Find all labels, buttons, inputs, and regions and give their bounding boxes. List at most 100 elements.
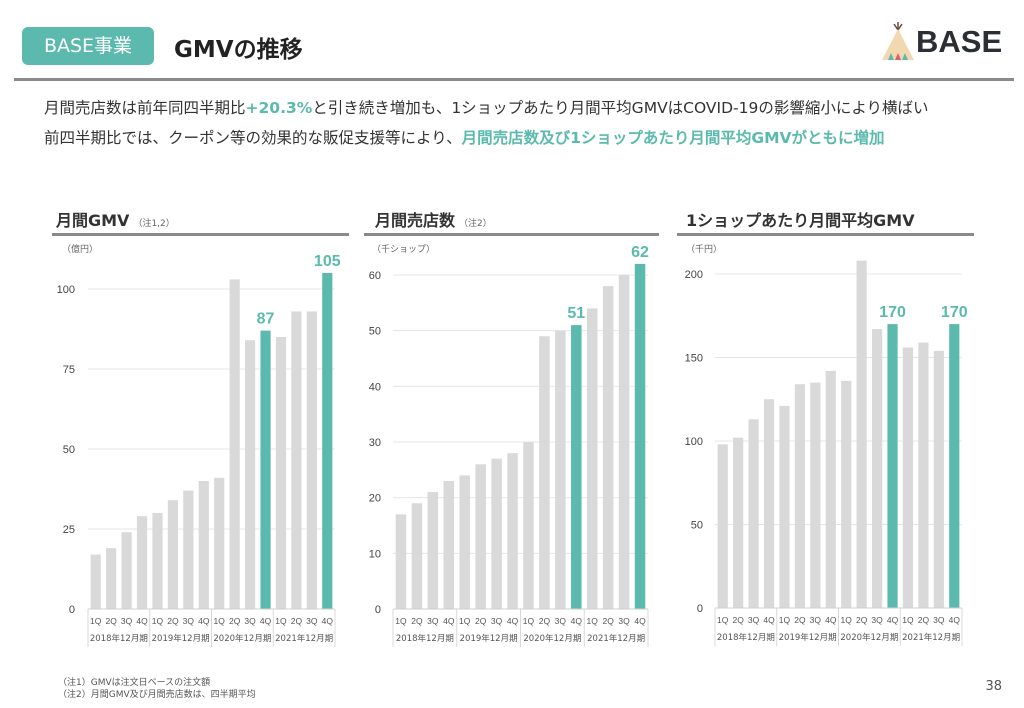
x-tick-label: 4Q bbox=[198, 616, 210, 626]
bar bbox=[121, 532, 132, 609]
y-tick-label: 75 bbox=[63, 364, 75, 376]
bar bbox=[90, 554, 101, 609]
bar bbox=[794, 384, 806, 608]
x-tick-label: 4Q bbox=[763, 615, 775, 625]
bar bbox=[555, 330, 566, 609]
logo-text: BASE bbox=[916, 24, 1003, 59]
x-group-label: 2020年12月期 bbox=[523, 633, 581, 644]
bar bbox=[918, 342, 929, 608]
bar bbox=[717, 444, 728, 608]
y-tick-label: 50 bbox=[63, 444, 75, 456]
data-label: 87 bbox=[257, 311, 275, 328]
bar bbox=[949, 324, 960, 608]
x-tick-label: 2Q bbox=[794, 615, 806, 625]
x-group-label: 2021年12月期 bbox=[275, 633, 333, 644]
x-tick-label: 1Q bbox=[90, 616, 102, 626]
x-group-label: 2020年12月期 bbox=[840, 632, 898, 643]
x-group-label: 2020年12月期 bbox=[213, 633, 271, 644]
bar bbox=[475, 464, 486, 609]
bar bbox=[763, 399, 775, 608]
x-tick-label: 2Q bbox=[602, 616, 614, 626]
y-tick-label: 40 bbox=[369, 381, 381, 393]
footnote-2: （注2）月間GMV及び月間売店数は、四半期平均 bbox=[58, 690, 256, 700]
y-tick-label: 50 bbox=[691, 520, 703, 532]
chart-title-text: 1ショップあたり月間平均GMV bbox=[686, 211, 915, 230]
x-tick-label: 2Q bbox=[411, 616, 423, 626]
lead-line-1: 月間売店数は前年同四半期比+20.3%と引き続き増加も、1ショップあたり月間平均… bbox=[44, 96, 929, 118]
y-tick-label: 20 bbox=[369, 493, 381, 505]
bar bbox=[902, 347, 914, 608]
x-tick-label: 2Q bbox=[291, 616, 303, 626]
bar bbox=[748, 419, 759, 608]
x-tick-label: 2Q bbox=[475, 616, 487, 626]
x-tick-label: 4Q bbox=[825, 615, 837, 625]
footnote-1: （注1）GMVは注文日ベースの注文額 bbox=[58, 678, 211, 688]
chart-title-note: （注2） bbox=[459, 219, 492, 229]
bar bbox=[507, 453, 518, 609]
x-tick-label: 4Q bbox=[443, 616, 455, 626]
bar bbox=[306, 311, 317, 609]
y-tick-label: 100 bbox=[685, 436, 703, 448]
x-tick-label: 1Q bbox=[717, 615, 729, 625]
chart-title-text: 月間売店数 bbox=[375, 211, 456, 230]
y-tick-label: 25 bbox=[63, 524, 75, 536]
x-group-label: 2018年12月期 bbox=[717, 632, 775, 643]
chart-title-gmv-per-shop: 1ショップあたり月間平均GMV bbox=[686, 207, 915, 231]
x-tick-label: 4Q bbox=[949, 615, 961, 625]
page-title: GMVの推移 bbox=[174, 37, 303, 63]
y-tick-label: 30 bbox=[369, 437, 381, 449]
chart-divider bbox=[364, 233, 659, 236]
x-tick-label: 1Q bbox=[587, 616, 599, 626]
bar bbox=[841, 380, 852, 608]
data-label: 62 bbox=[631, 244, 649, 261]
x-tick-label: 2Q bbox=[229, 616, 241, 626]
data-label: 105 bbox=[314, 253, 341, 270]
chart-title-monthly-gmv: 月間GMV （注1,2） bbox=[56, 207, 175, 231]
lead-text: 前四半期比では、クーポン等の効果的な販促支援等により、 bbox=[44, 129, 462, 147]
bar bbox=[825, 370, 836, 608]
chart-divider bbox=[677, 233, 974, 236]
bar bbox=[887, 324, 898, 608]
x-tick-label: 2Q bbox=[732, 615, 744, 625]
x-tick-label: 4Q bbox=[136, 616, 148, 626]
x-tick-label: 1Q bbox=[841, 615, 853, 625]
x-tick-label: 2Q bbox=[167, 616, 179, 626]
x-tick-label: 4Q bbox=[887, 615, 899, 625]
base-logo: BASE bbox=[880, 22, 1010, 66]
lead-highlight: 月間売店数及び1ショップあたり月間平均GMVがともに増加 bbox=[461, 129, 885, 147]
lead-text: と引き続き増加も、1ショップあたり月間平均GMVはCOVID-19の影響縮小によ… bbox=[312, 99, 929, 117]
bar bbox=[871, 329, 883, 608]
bar bbox=[443, 480, 455, 609]
x-tick-label: 2Q bbox=[856, 615, 868, 625]
bar bbox=[275, 337, 287, 609]
data-label: 170 bbox=[879, 304, 906, 321]
bar bbox=[810, 382, 821, 608]
y-unit-label: （億円） bbox=[62, 245, 99, 255]
x-tick-label: 4Q bbox=[322, 616, 334, 626]
chart-title-active-shops: 月間売店数 （注2） bbox=[375, 207, 492, 231]
bar bbox=[733, 437, 744, 608]
y-tick-label: 10 bbox=[369, 548, 381, 560]
bar bbox=[198, 481, 209, 609]
x-tick-label: 1Q bbox=[902, 615, 914, 625]
bar bbox=[136, 516, 148, 609]
x-group-label: 2019年12月期 bbox=[460, 633, 518, 644]
chart-divider bbox=[52, 233, 349, 236]
x-tick-label: 4Q bbox=[507, 616, 519, 626]
bar bbox=[152, 513, 163, 609]
y-unit-label: （千円） bbox=[686, 245, 723, 255]
bar bbox=[427, 492, 439, 609]
bar bbox=[779, 405, 790, 608]
x-tick-label: 2Q bbox=[918, 615, 930, 625]
bar bbox=[214, 477, 225, 609]
x-tick-label: 3Q bbox=[933, 615, 945, 625]
chart-title-text: 月間GMV bbox=[56, 211, 130, 230]
bar bbox=[411, 503, 423, 609]
bar bbox=[491, 458, 502, 609]
x-tick-label: 3Q bbox=[427, 616, 439, 626]
page-number: 38 bbox=[985, 679, 1002, 694]
chart-title-note: （注1,2） bbox=[133, 219, 175, 229]
bar bbox=[856, 260, 867, 608]
x-tick-label: 3Q bbox=[183, 616, 195, 626]
